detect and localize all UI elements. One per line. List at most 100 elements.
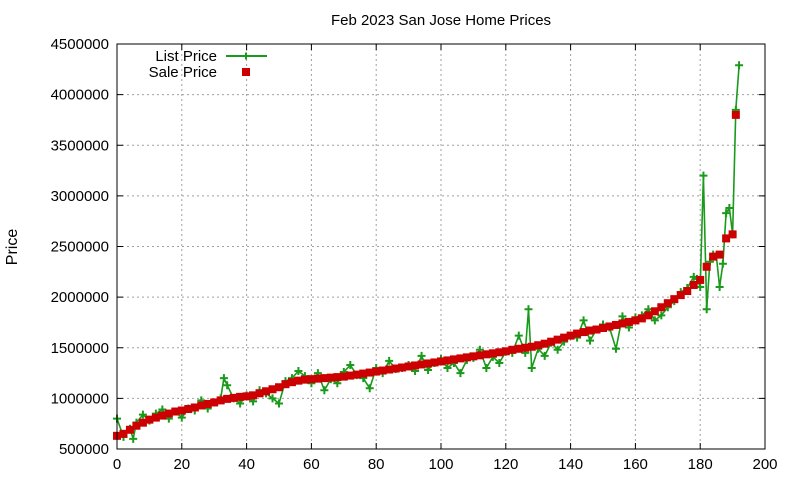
sale-price-point [164,409,173,418]
list-price-point [275,399,283,408]
plot-frame [116,43,766,450]
sale-price-point [618,319,627,328]
x-tick-label: 60 [303,456,320,473]
list-price-point [722,209,731,218]
sale-price-point [385,365,394,374]
sale-price-point [125,425,134,434]
sale-price-point [378,366,387,375]
sale-price-point [190,403,199,412]
sale-price-point [326,373,335,382]
sale-price-point [391,364,400,373]
list-price-point [365,384,374,393]
sale-price-point [411,361,420,370]
sale-price-point [287,378,296,387]
list-price-point [725,204,734,213]
sale-price-point [398,363,407,372]
sale-price-point [540,339,549,348]
sale-price-point [508,345,517,354]
sale-price-point [573,329,582,338]
sale-price-point [534,341,543,350]
sale-price-point [249,391,258,400]
axis-ticks: 0 20 40 60 80 100 120 140 160 180 200 500000 1000000… [51,36,778,473]
sale-price-point [184,405,193,414]
sale-price-point [151,413,160,422]
y-tick-label: 2000000 [51,289,109,306]
sale-price-point [255,389,264,398]
sale-price-point [404,362,413,371]
sale-price-point [527,342,536,351]
sale-price-point [236,392,245,401]
list-price-point [495,358,504,367]
sale-price-point [171,407,180,416]
sale-price-point [482,350,491,359]
sale-price-point [177,406,186,415]
y-axis-label: Price [4,229,21,266]
legend-marker-list-price [242,52,250,60]
x-tick-label: 160 [623,456,648,473]
x-tick-label: 40 [238,456,255,473]
list-price-point [320,386,329,395]
y-tick-label: 1000000 [51,390,109,407]
list-price-point [524,305,533,314]
sale-price-point [469,352,478,361]
list-price-point [385,356,394,365]
sale-price-point [197,401,206,410]
sale-price-point [592,325,601,334]
list-price-point [129,434,138,443]
sale-price-point [119,429,128,438]
sale-price-point [579,328,588,337]
list-price-point [586,336,595,345]
list-price-point [699,171,708,180]
list-price-point [456,369,465,378]
list-price-point [715,283,724,291]
sale-price-point [683,287,692,296]
list-price-point [702,305,711,314]
sale-price-point [676,291,685,300]
sale-price-point [430,358,439,367]
y-tick-label: 4000000 [51,87,109,104]
sale-price-point [547,337,556,346]
sale-price-point [462,353,471,362]
y-tick-label: 3000000 [51,188,109,205]
list-price-point [650,316,659,325]
list-price-point [735,61,744,70]
sale-price-point [372,367,381,376]
sale-price-point [521,343,530,352]
sale-price-point [670,295,679,304]
sale-price-point [417,360,426,369]
list-price-point [579,316,588,325]
sale-price-point [339,372,348,381]
sale-price-point [275,383,283,392]
sale-price-point [359,369,368,378]
sale-price-point [722,234,731,243]
list-price-point [657,311,666,320]
sale-price-point [223,394,232,403]
sale-price-point [488,349,497,358]
sale-price-point [158,411,167,420]
sale-price-point [728,230,737,239]
sale-price-point [702,262,711,271]
sale-price-point [145,415,154,424]
sale-price-point [268,385,277,394]
sale-price-point [294,376,303,385]
list-price-point [223,381,232,390]
sale-price-point [352,370,361,379]
sale-price-point [624,317,633,326]
sale-price-point [657,303,666,312]
sale-price-point [495,348,504,357]
y-tick-label: 500000 [59,441,109,458]
sale-price-point [560,333,569,342]
legend-label-sale-price: Sale Price [149,64,217,81]
sale-price-point [437,357,445,366]
sale-price-point [365,368,374,377]
sale-price-point [731,110,740,119]
sale-price-point [313,374,322,383]
list-price-point [553,345,562,354]
sale-price-point [637,314,646,323]
legend-marker-sale-price [242,68,250,76]
sale-price-point [599,324,607,333]
sale-price-point [138,418,147,427]
y-tick-label: 4500000 [51,36,109,53]
list-price-point [177,413,186,422]
legend-label-list-price: List Price [155,48,217,65]
